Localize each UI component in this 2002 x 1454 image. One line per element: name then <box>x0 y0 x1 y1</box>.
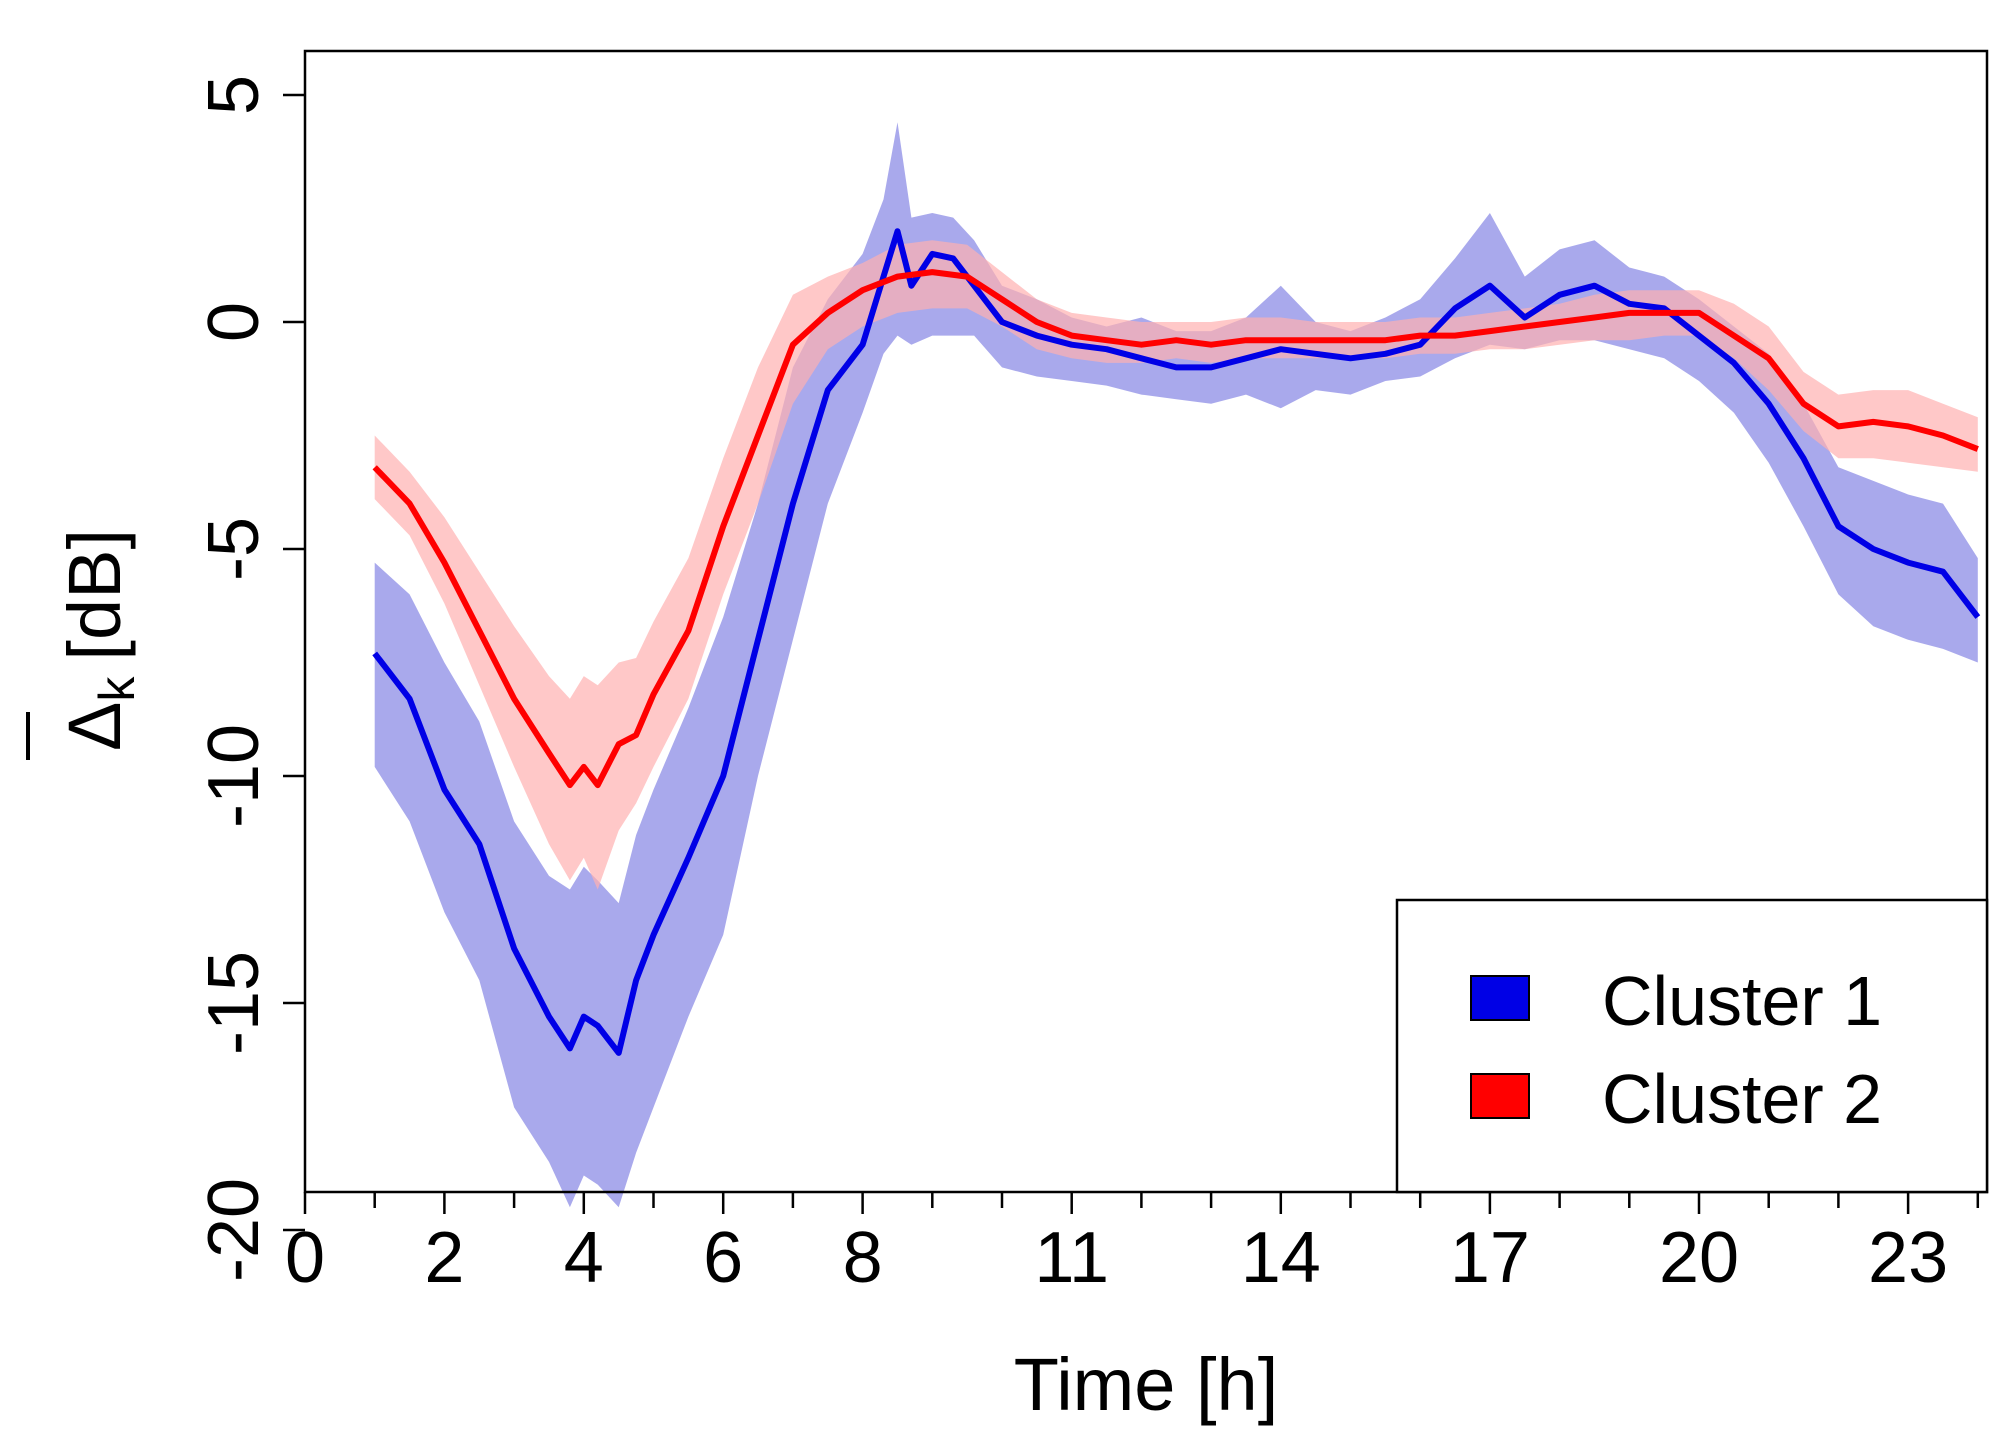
y-tick-label: -15 <box>194 951 274 1055</box>
x-tick-label: 11 <box>1034 1218 1109 1298</box>
y-axis-label-unit: [dB] <box>53 529 136 661</box>
legend-swatch-cluster-1 <box>1470 975 1530 1021</box>
legend-label-cluster-1: Cluster 1 <box>1602 962 1882 1040</box>
y-tick-label: -5 <box>194 517 274 581</box>
x-tick-label: 20 <box>1659 1218 1739 1298</box>
x-tick-label: 0 <box>285 1218 325 1298</box>
y-tick-label: 0 <box>194 302 274 342</box>
legend: Cluster 1 Cluster 2 <box>1395 898 1989 1194</box>
x-tick-label: 17 <box>1450 1218 1530 1298</box>
x-tick-label: 6 <box>703 1218 743 1298</box>
y-axis: 5 0 -5 -10 -15 -20 <box>194 75 305 1282</box>
x-tick-label: 8 <box>843 1218 883 1298</box>
x-axis-label: Time [h] <box>1014 1343 1279 1426</box>
x-tick-label: 23 <box>1868 1218 1948 1298</box>
y-tick-label: 5 <box>194 75 274 115</box>
band-cluster-2 <box>374 240 1978 890</box>
x-tick-label: 2 <box>424 1218 464 1298</box>
y-axis-label-symbol: Δ <box>53 702 136 751</box>
line-cluster-1 <box>372 228 1981 1056</box>
x-tick-label: 14 <box>1241 1218 1321 1298</box>
y-axis-label-subscript: k <box>89 676 145 702</box>
svg-text:Δk[dB]: Δk [dB] <box>53 529 145 751</box>
series-lines <box>372 228 1981 1056</box>
line-cluster-2 <box>372 269 1979 789</box>
x-axis: 0 2 4 6 8 11 14 17 20 23 <box>285 1192 1980 1298</box>
y-axis-label: Δk [dB] <box>26 529 145 760</box>
legend-swatch-cluster-2 <box>1470 1073 1530 1119</box>
plot-frame <box>303 49 1989 1194</box>
x-tick-label: 4 <box>564 1218 604 1298</box>
y-tick-label: -10 <box>194 724 274 828</box>
legend-box <box>1395 898 1989 1194</box>
legend-label-cluster-2: Cluster 2 <box>1602 1060 1882 1138</box>
y-tick-label: -20 <box>194 1178 274 1282</box>
